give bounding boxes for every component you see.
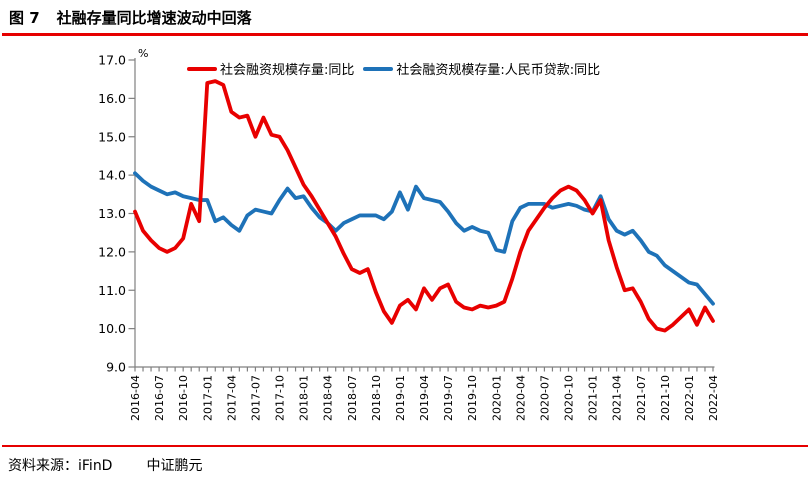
chart-legend: 社会融资规模存量:同比 社会融资规模存量:人民币贷款:同比 (187, 59, 600, 78)
y-axis-tick-label: 14.0 (98, 168, 126, 183)
title-divider (2, 33, 808, 36)
footer-divider (2, 445, 808, 447)
x-axis-tick-label: 2017-10 (274, 375, 287, 421)
x-axis-tick-label: 2017-04 (225, 375, 238, 421)
y-axis-tick-label: 16.0 (98, 91, 126, 106)
y-axis-line (134, 58, 715, 368)
y-axis-unit-label: % (138, 47, 149, 60)
legend-item: 社会融资规模存量:人民币贷款:同比 (363, 59, 600, 78)
series-line-社会融资规模存量:人民币贷款:同比 (133, 171, 715, 306)
x-axis-tick-label: 2019-01 (394, 375, 407, 421)
legend-line-swatch (363, 66, 394, 71)
y-axis-tick-label: 10.0 (98, 321, 126, 336)
x-axis-tick-label: 2016-04 (129, 375, 142, 421)
y-axis-tick-label: 9.0 (106, 360, 126, 375)
x-axis-tick-label: 2021-04 (611, 375, 624, 421)
x-axis-tick-label: 2018-01 (298, 375, 311, 421)
x-axis-tick-label: 2020-01 (490, 375, 503, 421)
x-axis-tick-label: 2020-07 (538, 375, 551, 421)
y-axis-tick-label: 12.0 (98, 244, 126, 259)
legend-label: 社会融资规模存量:人民币贷款:同比 (396, 63, 601, 78)
series-line-社会融资规模存量:同比 (133, 79, 715, 333)
legend-line-swatch (187, 66, 217, 71)
x-axis-tick-label: 2022-04 (707, 375, 720, 421)
page-title: 社融存量同比增速波动中回落 (56, 9, 252, 27)
x-axis-tick-label: 2019-10 (466, 375, 479, 421)
x-axis-tick-label: 2018-04 (322, 375, 335, 421)
figure-title: 图 7 社融存量同比增速波动中回落 (9, 7, 252, 28)
x-axis-tick-label: 2020-04 (514, 375, 527, 421)
x-axis-tick-label: 2016-10 (177, 375, 190, 421)
legend-item: 社会融资规模存量:同比 (187, 59, 354, 78)
x-axis-tick-label: 2021-07 (635, 375, 648, 421)
x-axis-tick-label: 2018-10 (370, 375, 383, 421)
source-org: 中证鹏元 (146, 458, 203, 474)
x-axis-tick-label: 2019-04 (418, 375, 431, 421)
x-axis-tick-label: 2016-07 (153, 375, 166, 421)
axes (128, 58, 715, 372)
y-axis-tick-label: 15.0 (98, 129, 126, 144)
source-line: 资料来源：iFinD 中证鹏元 (8, 455, 202, 475)
y-axis-tick-label: 11.0 (98, 283, 126, 298)
y-axis-tick-label: 13.0 (98, 206, 126, 221)
x-axis-tick-label: 2021-01 (587, 375, 600, 421)
legend-label: 社会融资规模存量:同比 (220, 63, 355, 78)
x-axis-tick-label: 2021-10 (659, 375, 672, 421)
x-axis-tick-label: 2019-07 (442, 375, 455, 421)
x-axis-tick-label: 2022-01 (683, 375, 696, 421)
figure-number: 图 7 (9, 9, 40, 27)
x-axis-tick-label: 2020-10 (563, 375, 576, 421)
source-label: 资料来源：iFinD (8, 458, 113, 474)
x-axis-tick-label: 2018-07 (346, 375, 359, 421)
y-axis-tick-label: 17.0 (98, 53, 126, 68)
x-axis-tick-label: 2017-01 (201, 375, 214, 421)
x-axis-tick-label: 2017-07 (249, 375, 262, 421)
